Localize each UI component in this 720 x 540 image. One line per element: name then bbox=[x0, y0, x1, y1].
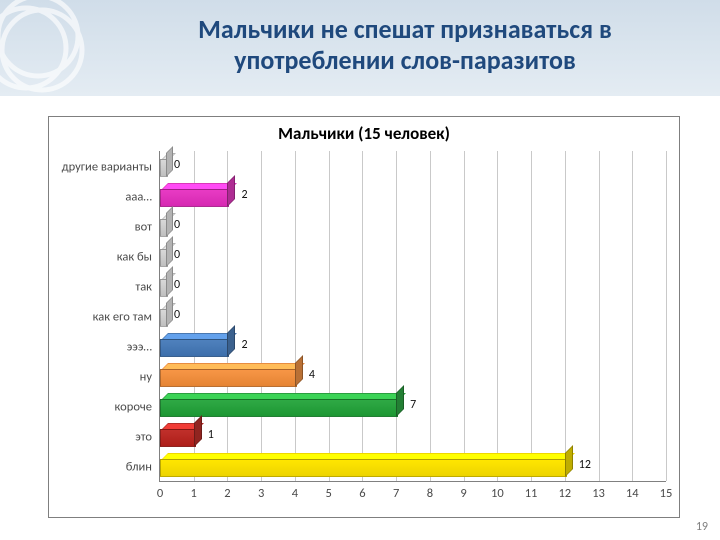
bar-value-label: 2 bbox=[241, 188, 247, 202]
x-tick-label: 9 bbox=[460, 486, 466, 501]
x-tick-label: 15 bbox=[660, 486, 673, 501]
bar bbox=[160, 429, 194, 445]
bar-value-label: 0 bbox=[174, 158, 180, 172]
gridline bbox=[329, 151, 330, 481]
y-category-label: ааа… bbox=[52, 190, 152, 205]
x-tick-label: 10 bbox=[491, 486, 504, 501]
plot-area: 0123456789101112131415другие варианты0аа… bbox=[159, 151, 666, 482]
x-tick-label: 7 bbox=[393, 486, 399, 501]
y-category-label: это bbox=[52, 430, 152, 445]
x-tick-label: 8 bbox=[427, 486, 433, 501]
y-category-label: как бы bbox=[52, 250, 152, 265]
x-tick-label: 3 bbox=[258, 486, 264, 501]
x-tick-label: 11 bbox=[525, 486, 538, 501]
gridline bbox=[396, 151, 397, 481]
bar-value-label: 4 bbox=[309, 368, 315, 382]
gridline bbox=[261, 151, 262, 481]
gridline bbox=[632, 151, 633, 481]
y-category-label: короче bbox=[52, 400, 152, 415]
chart-title: Мальчики (15 человек) bbox=[49, 123, 679, 144]
bar-value-label: 0 bbox=[174, 248, 180, 262]
bar-value-label: 2 bbox=[241, 338, 247, 352]
gridline bbox=[430, 151, 431, 481]
x-tick-label: 14 bbox=[626, 486, 639, 501]
decorative-rings-icon bbox=[0, 0, 98, 102]
page-number: 19 bbox=[696, 520, 708, 534]
chart-container: Мальчики (15 человек) 012345678910111213… bbox=[48, 116, 680, 518]
gridline bbox=[464, 151, 465, 481]
bar-value-label: 1 bbox=[208, 428, 214, 442]
gridline bbox=[295, 151, 296, 481]
title-band: Мальчики не спешат признаваться в употре… bbox=[0, 0, 720, 96]
gridline bbox=[497, 151, 498, 481]
bar bbox=[160, 369, 295, 385]
x-tick-label: 4 bbox=[292, 486, 298, 501]
gridline bbox=[362, 151, 363, 481]
bar-value-label: 0 bbox=[174, 308, 180, 322]
x-tick-label: 12 bbox=[558, 486, 571, 501]
slide-title: Мальчики не спешат признаваться в употре… bbox=[120, 14, 690, 76]
gridline bbox=[531, 151, 532, 481]
bar-value-label: 7 bbox=[410, 398, 416, 412]
gridline bbox=[599, 151, 600, 481]
bar-value-label: 0 bbox=[174, 218, 180, 232]
y-category-label: другие варианты bbox=[52, 160, 152, 175]
y-category-label: эээ… bbox=[52, 340, 152, 355]
y-category-label: как его там bbox=[52, 310, 152, 325]
bar-zero-cap bbox=[160, 249, 166, 265]
bar-zero-cap bbox=[160, 279, 166, 295]
gridline bbox=[565, 151, 566, 481]
bar bbox=[160, 459, 565, 475]
x-tick-label: 6 bbox=[359, 486, 365, 501]
x-tick-label: 5 bbox=[325, 486, 331, 501]
x-tick-label: 13 bbox=[592, 486, 605, 501]
y-category-label: блин bbox=[52, 460, 152, 475]
bar-zero-cap bbox=[160, 219, 166, 235]
y-category-label: ну bbox=[52, 370, 152, 385]
bar bbox=[160, 339, 227, 355]
bar-zero-cap bbox=[160, 309, 166, 325]
gridline bbox=[666, 151, 667, 481]
bar-value-label: 12 bbox=[579, 458, 591, 472]
bar bbox=[160, 399, 396, 415]
bar bbox=[160, 189, 227, 205]
bar-value-label: 0 bbox=[174, 278, 180, 292]
x-tick-label: 0 bbox=[157, 486, 163, 501]
y-category-label: вот bbox=[52, 220, 152, 235]
x-tick-label: 2 bbox=[224, 486, 230, 501]
x-tick-label: 1 bbox=[191, 486, 197, 501]
bar-zero-cap bbox=[160, 159, 166, 175]
y-category-label: так bbox=[52, 280, 152, 295]
